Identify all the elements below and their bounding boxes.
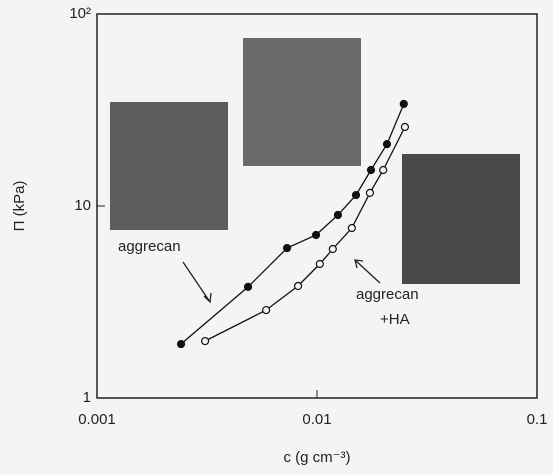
x-axis-label: c (g cm⁻³) — [283, 449, 350, 466]
data-point — [315, 259, 324, 269]
data-point — [328, 244, 337, 254]
data-point — [293, 281, 303, 291]
x-tick-label: 0.01 — [302, 411, 331, 428]
micrograph — [243, 38, 361, 166]
y-tick-label: 1 — [83, 389, 91, 406]
data-point — [262, 305, 271, 315]
data-point — [366, 165, 376, 175]
micrograph — [110, 102, 228, 230]
data-point — [382, 140, 392, 149]
y-axis-label: Π (kPa) — [11, 181, 28, 232]
y-tick-label: 10² — [69, 5, 91, 22]
data-point — [333, 210, 343, 220]
data-point — [311, 230, 321, 240]
data-point — [243, 282, 253, 292]
data-point — [399, 99, 408, 109]
annotation: +HA — [380, 311, 410, 328]
arrow — [182, 261, 212, 304]
x-tick-label: 0.001 — [78, 411, 116, 428]
micrograph — [402, 154, 520, 284]
data-point — [200, 336, 210, 346]
x-tick-label: 0.1 — [527, 411, 548, 428]
data-point — [379, 165, 388, 175]
y-tick-label: 10 — [74, 197, 91, 214]
annotation: aggrecan — [118, 238, 181, 255]
data-point — [400, 122, 410, 132]
data-point — [176, 339, 186, 349]
data-point — [351, 190, 361, 200]
data-point — [282, 243, 292, 253]
data-point — [347, 223, 356, 233]
annotation: aggrecan — [356, 286, 419, 303]
arrow — [354, 259, 381, 284]
data-point — [365, 188, 375, 198]
